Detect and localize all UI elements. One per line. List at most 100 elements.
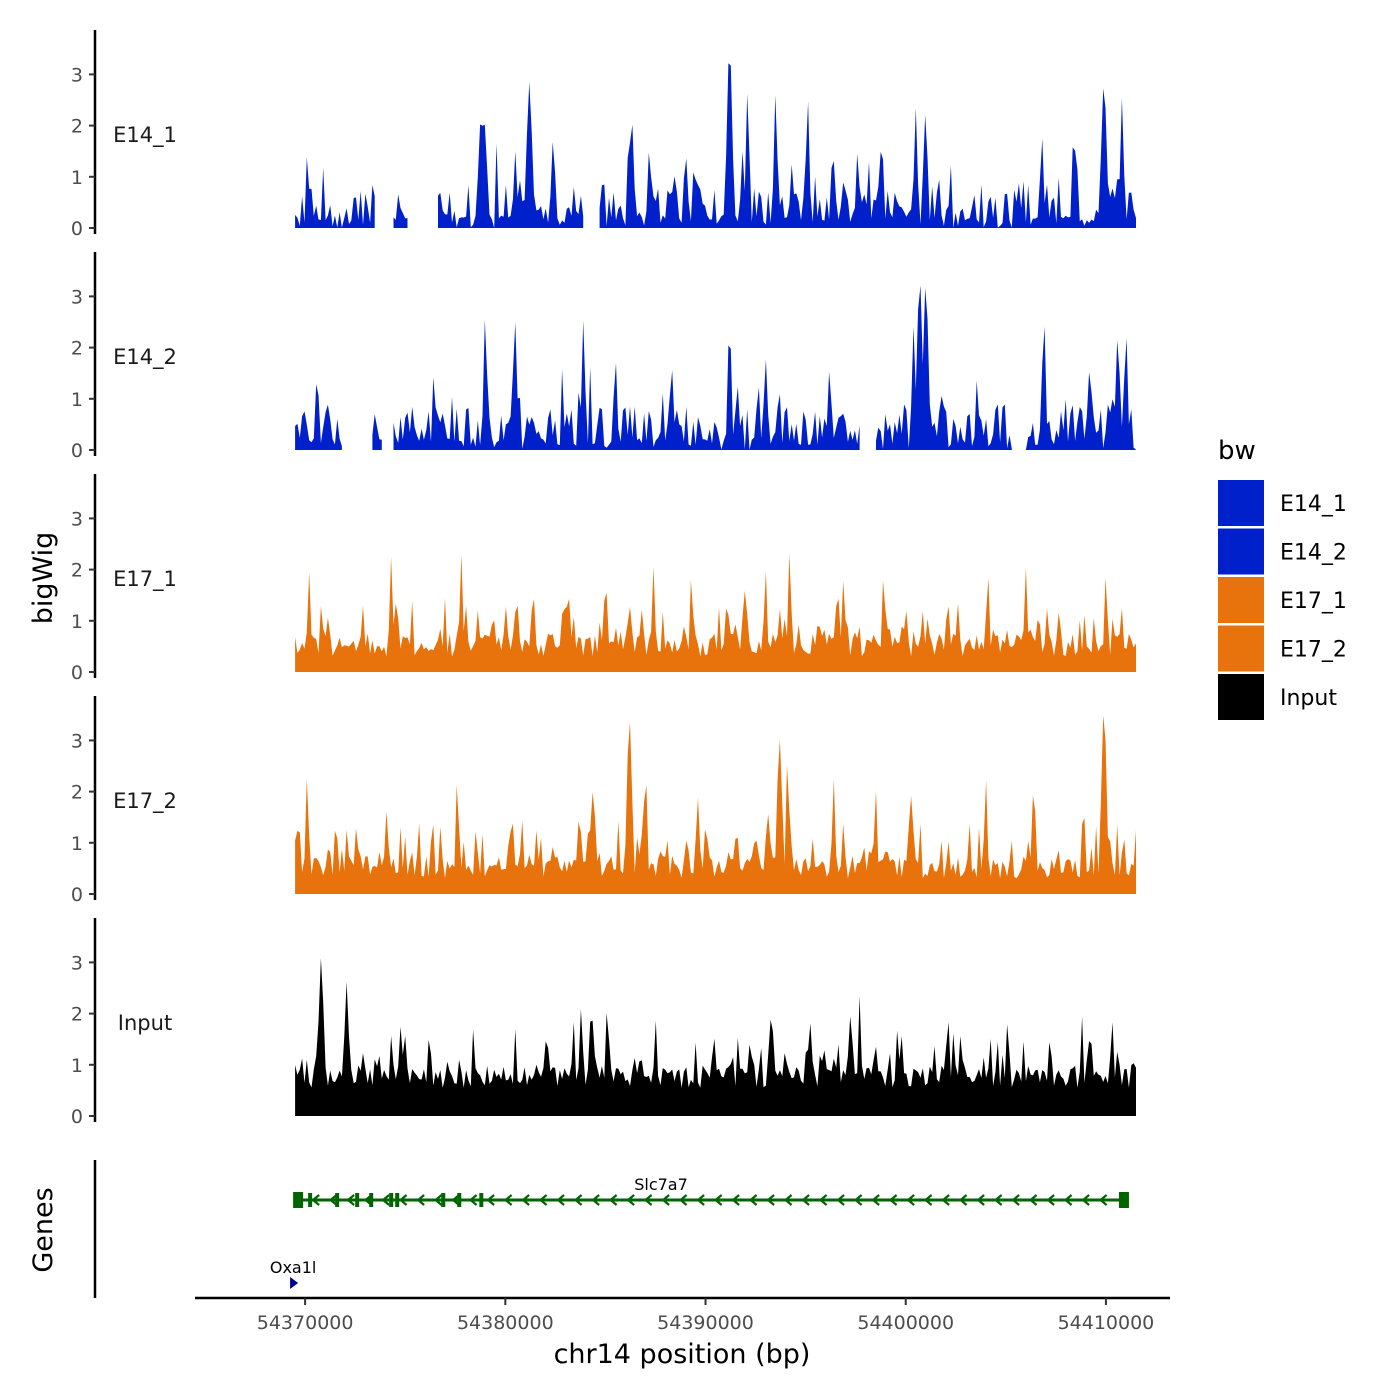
strand-arrow (521, 1194, 530, 1206)
strand-arrow (398, 1194, 408, 1206)
strand-arrow (573, 1194, 583, 1206)
y-tick-label-E14_2-3: 3 (71, 286, 83, 308)
strand-arrow (818, 1194, 828, 1206)
track-E17_2: 0 1 2 3 E17_2 (71, 696, 1137, 906)
exon-Slc7a7 (369, 1193, 374, 1207)
y-tick-label-E17_2-2: 2 (71, 782, 83, 804)
strand-arrow (486, 1194, 495, 1206)
y-tick-label-E14_2-2: 2 (71, 338, 83, 360)
exon-Slc7a7 (308, 1193, 313, 1207)
y-tick-label-E17_1-1: 1 (71, 611, 83, 633)
strand-arrow (311, 1194, 320, 1206)
strand-arrow (766, 1194, 775, 1206)
track-label-E14_1: E14_1 (113, 123, 177, 148)
legend-label-E14_2: E14_2 (1280, 541, 1347, 566)
x-axis-title: chr14 position (bp) (554, 1339, 811, 1370)
strand-arrow (871, 1194, 880, 1206)
strand-arrow (958, 1194, 968, 1206)
genes-track: Slc7a7 Oxa1l (93, 1160, 1129, 1298)
strand-arrow (591, 1194, 600, 1206)
area-E14_2 (295, 285, 1137, 450)
x-tick-label-54380000: 54380000 (457, 1312, 554, 1334)
y-axis-title-genes: Genes (28, 1187, 59, 1272)
strand-arrow (346, 1194, 355, 1206)
legend: bw E14_1 E14_2 E17_1 E17_2 Input (1218, 436, 1347, 720)
exon-Slc7a7 (395, 1193, 400, 1207)
strand-arrow (941, 1194, 950, 1206)
y-tick-label-E17_1-0: 0 (71, 662, 83, 684)
track-E14_2: 0 1 2 3 E14_2 (71, 252, 1137, 462)
strand-arrow (451, 1194, 460, 1206)
strand-arrow (801, 1194, 810, 1206)
legend-key-Input (1218, 674, 1264, 720)
gene-mark-Oxa1l (290, 1277, 299, 1289)
strand-arrow (748, 1194, 758, 1206)
x-tick-label-54410000: 54410000 (1058, 1312, 1155, 1334)
y-tick-label-Input-0: 0 (71, 1106, 83, 1128)
strand-arrow (381, 1194, 390, 1206)
legend-key-E14_1 (1218, 480, 1264, 526)
track-label-Input: Input (118, 1011, 172, 1035)
track-E17_1: 0 1 2 3 E17_1 (71, 474, 1137, 684)
strand-arrow (626, 1194, 635, 1206)
y-tick-label-E17_2-3: 3 (71, 730, 83, 752)
strand-arrow (923, 1194, 933, 1206)
strand-arrow (783, 1194, 793, 1206)
y-tick-label-E14_1-0: 0 (71, 218, 83, 240)
strand-arrow (976, 1194, 985, 1206)
y-tick-label-E17_1-3: 3 (71, 508, 83, 530)
legend-key-E17_2 (1218, 625, 1264, 672)
strand-arrow (1011, 1194, 1020, 1206)
area-E14_1 (295, 63, 1137, 228)
y-tick-label-E14_2-1: 1 (71, 389, 83, 411)
exon-Slc7a7 (293, 1192, 304, 1208)
strand-arrow (1028, 1194, 1038, 1206)
y-tick-label-Input-1: 1 (71, 1055, 83, 1077)
strand-arrow (888, 1194, 898, 1206)
y-tick-label-E14_1-2: 2 (71, 116, 83, 138)
strand-arrow (836, 1194, 845, 1206)
y-tick-label-E17_1-2: 2 (71, 560, 83, 582)
exon-Slc7a7 (1118, 1192, 1129, 1208)
y-tick-label-E14_1-1: 1 (71, 167, 83, 189)
x-tick-label-54390000: 54390000 (657, 1312, 754, 1334)
strand-arrow (1046, 1194, 1055, 1206)
strand-arrow (993, 1194, 1003, 1206)
track-label-E14_2: E14_2 (113, 345, 177, 370)
exon-Slc7a7 (335, 1193, 340, 1207)
area-Input (295, 958, 1137, 1116)
exon-Slc7a7 (355, 1193, 360, 1207)
strand-arrow (696, 1194, 705, 1206)
legend-label-Input: Input (1280, 686, 1337, 711)
y-tick-label-E17_2-0: 0 (71, 884, 83, 906)
legend-label-E17_1: E17_1 (1280, 589, 1347, 614)
strand-arrow (661, 1194, 670, 1206)
gene-label-Slc7a7: Slc7a7 (634, 1175, 688, 1194)
x-tick-label-54370000: 54370000 (257, 1312, 354, 1334)
legend-label-E17_2: E17_2 (1280, 638, 1347, 663)
y-tick-label-E14_2-0: 0 (71, 440, 83, 462)
legend-key-E17_1 (1218, 577, 1264, 623)
y-axis-title-bigwig: bigWig (28, 532, 59, 625)
x-tick-label-54400000: 54400000 (857, 1312, 954, 1334)
gene-label-Oxa1l: Oxa1l (270, 1258, 317, 1277)
strand-arrow (1081, 1194, 1090, 1206)
track-Input: 0 1 2 3 Input (71, 918, 1137, 1128)
strand-arrow (713, 1194, 723, 1206)
strand-arrow (328, 1194, 338, 1206)
strand-arrow (416, 1194, 425, 1206)
strand-arrow (678, 1194, 688, 1206)
strand-arrow (1063, 1194, 1073, 1206)
exon-Slc7a7 (389, 1193, 394, 1207)
strand-arrow (556, 1194, 565, 1206)
legend-key-E14_2 (1218, 528, 1264, 575)
strand-arrow (1098, 1194, 1108, 1206)
strand-arrow (468, 1194, 478, 1206)
y-tick-label-Input-3: 3 (71, 952, 83, 974)
y-tick-label-E17_2-1: 1 (71, 833, 83, 855)
y-tick-label-Input-2: 2 (71, 1004, 83, 1026)
strand-arrow (906, 1194, 915, 1206)
strand-arrow (731, 1194, 740, 1206)
exon-Slc7a7 (479, 1193, 484, 1207)
